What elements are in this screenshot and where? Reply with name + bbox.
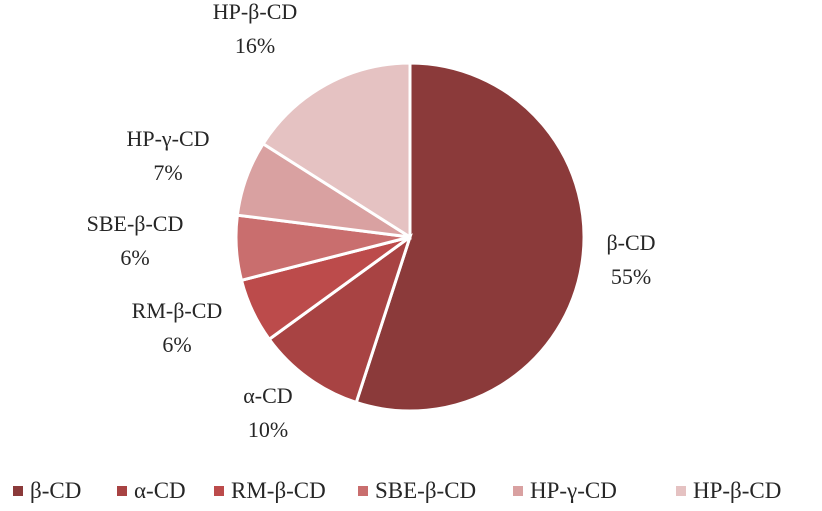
- data-labels: β-CD 55% α-CD 10% RM-β-CD 6% SBE-β-CD 6% HP-γ-CD…: [87, 0, 656, 442]
- pie-slice-alpha-cd: [267, 233, 413, 405]
- data-label-percent-hp-beta-cd: 16%: [235, 33, 275, 58]
- data-label-percent-rm-beta-cd: 6%: [162, 332, 191, 357]
- data-label-category-alpha-cd: α-CD: [243, 383, 292, 408]
- data-label-category-rm-beta-cd: RM-β-CD: [132, 298, 223, 323]
- pie-slices: [234, 61, 586, 413]
- data-label-percent-hp-gamma-cd: 7%: [153, 160, 182, 185]
- legend-label-alpha-cd: α-CD: [134, 478, 186, 503]
- data-label-percent-beta-cd: 55%: [611, 264, 651, 289]
- data-label-category-sbe-beta-cd: SBE-β-CD: [87, 211, 184, 236]
- legend-swatch-hp-beta-cd: [676, 486, 686, 496]
- data-label-percent-alpha-cd: 10%: [248, 417, 288, 442]
- legend-label-sbe-beta-cd: SBE-β-CD: [375, 478, 476, 503]
- legend-label-rm-beta-cd: RM-β-CD: [231, 478, 326, 503]
- data-label-category-beta-cd: β-CD: [606, 230, 655, 255]
- pie-slice-beta-cd: [354, 61, 586, 413]
- legend-swatch-rm-beta-cd: [214, 486, 224, 496]
- legend-label-hp-gamma-cd: HP-γ-CD: [530, 478, 617, 503]
- legend-swatch-alpha-cd: [117, 486, 127, 496]
- legend-swatch-hp-gamma-cd: [513, 486, 523, 496]
- data-label-category-hp-gamma-cd: HP-γ-CD: [126, 126, 209, 151]
- legend: β-CD α-CD RM-β-CD SBE-β-CD HP-γ-CD HP-β-CD: [13, 478, 781, 503]
- pie-slice-hp-beta-cd: [261, 61, 412, 240]
- legend-label-beta-cd: β-CD: [30, 478, 81, 503]
- legend-swatch-beta-cd: [13, 486, 23, 496]
- legend-label-hp-beta-cd: HP-β-CD: [693, 478, 781, 503]
- data-label-percent-sbe-beta-cd: 6%: [120, 245, 149, 270]
- data-label-category-hp-beta-cd: HP-β-CD: [213, 0, 298, 24]
- legend-swatch-sbe-beta-cd: [358, 486, 368, 496]
